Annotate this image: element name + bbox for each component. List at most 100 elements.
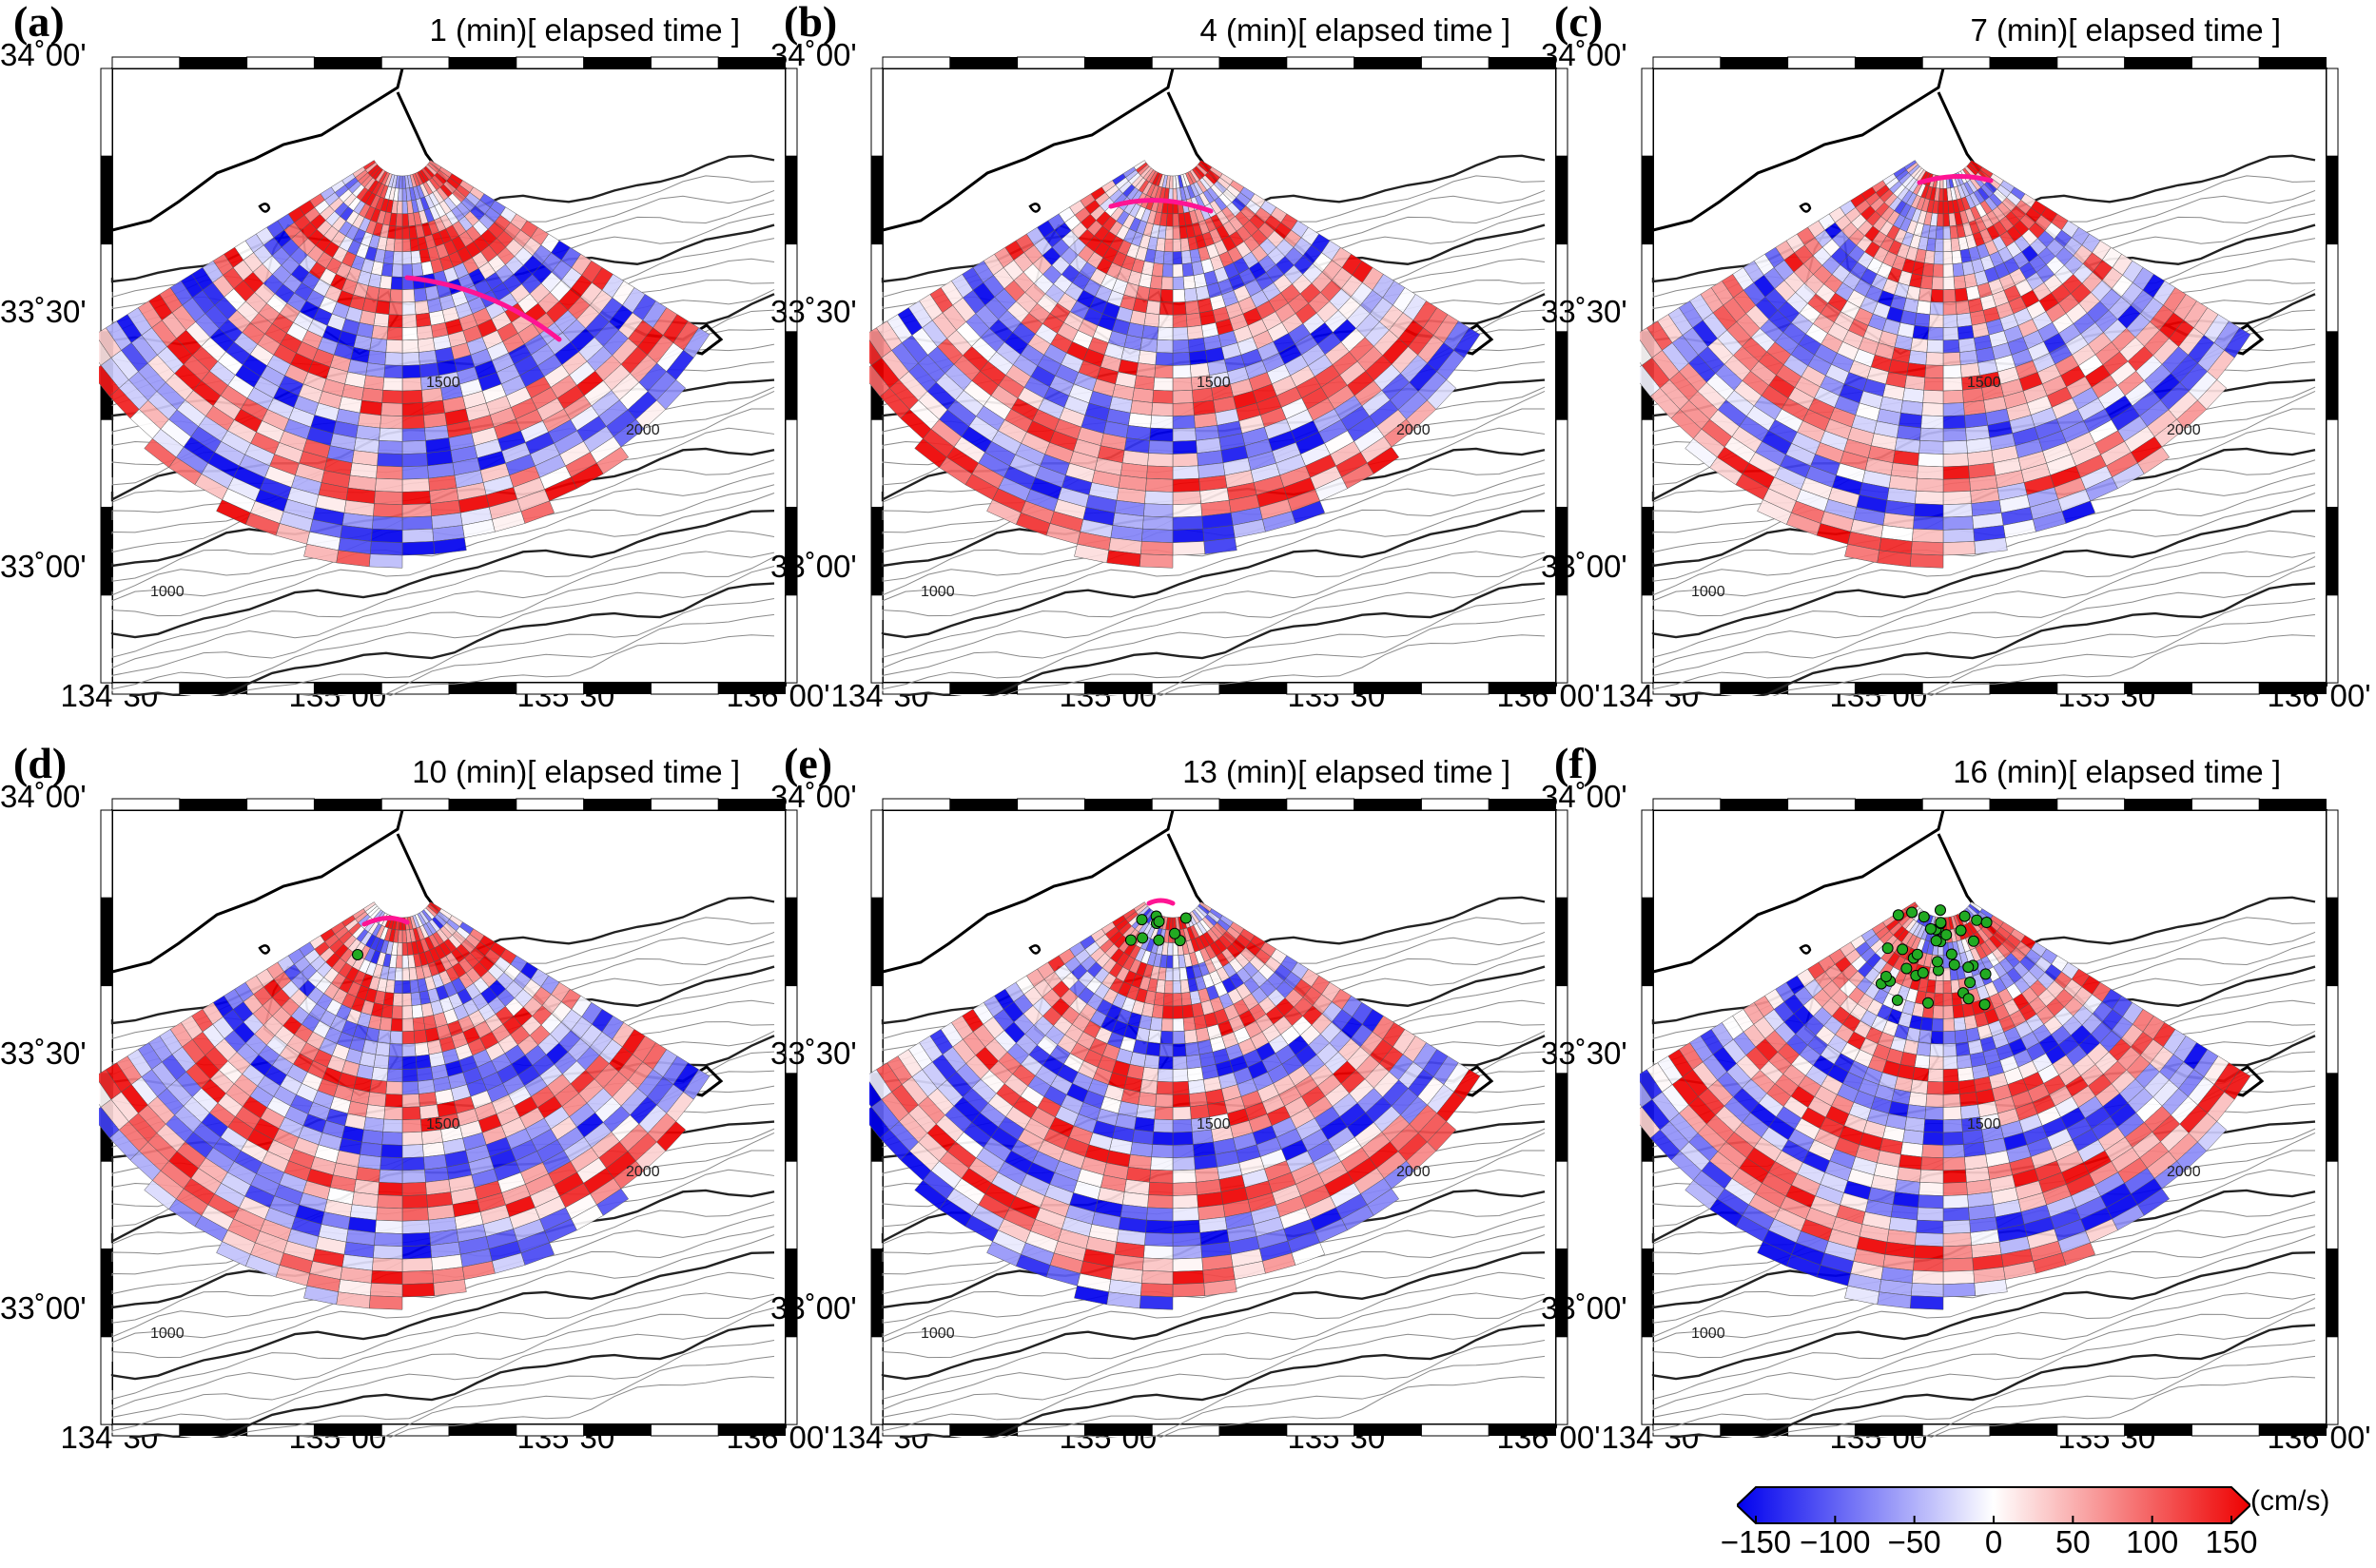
latitude-label: 34˚00' xyxy=(770,779,857,814)
latitude-label: 33˚30' xyxy=(770,294,857,329)
latitude-label: 34˚00' xyxy=(1541,37,1627,72)
coastline-west xyxy=(111,68,404,232)
observation-dot xyxy=(1911,948,1923,960)
radar-velocity-fan xyxy=(1640,160,2251,569)
map-panel: (c) 7 (min)[ elapsed time ] 34˚00' 33˚30' 33… xyxy=(1541,0,2371,751)
contour-label: 1000 xyxy=(150,1326,185,1342)
observation-dot xyxy=(1897,943,1909,956)
radar-map: 1500 2000 1000 xyxy=(1640,798,2339,1438)
contour-label: 2000 xyxy=(1396,422,1431,438)
contour-label: 1000 xyxy=(921,584,955,600)
observation-dot xyxy=(1948,958,1960,971)
observation-dot xyxy=(1962,961,1975,974)
map-panel: (b) 4 (min)[ elapsed time ] 34˚00' 33˚30' 33… xyxy=(770,0,1601,751)
radar-velocity-fan xyxy=(869,901,1481,1310)
latitude-label: 33˚00' xyxy=(1541,1290,1627,1326)
latitude-label: 33˚00' xyxy=(770,549,857,584)
observation-dot xyxy=(352,949,363,960)
observation-dot xyxy=(1137,932,1149,944)
map-panel: (a) 1 (min)[ elapsed time ] 34˚00' 33˚30' 33… xyxy=(0,0,830,751)
elapsed-time-label: 4 (min)[ elapsed time ] xyxy=(1199,12,1510,48)
contour-label: 1500 xyxy=(1967,1116,2001,1132)
radar-velocity-fan xyxy=(869,160,1481,569)
observation-dot xyxy=(1881,942,1894,955)
latitude-label: 33˚30' xyxy=(0,1036,87,1071)
colorbar-tick-label: −100 xyxy=(1800,1524,1871,1559)
observation-dot xyxy=(1891,994,1903,1006)
latitude-label: 33˚00' xyxy=(770,1290,857,1326)
observation-dot xyxy=(1136,914,1148,926)
coastline-west xyxy=(1652,809,1945,974)
radar-map: 1500 2000 1000 xyxy=(99,798,798,1438)
latitude-label: 33˚00' xyxy=(0,549,87,584)
contour-label: 1500 xyxy=(1197,1116,1231,1132)
observation-dot xyxy=(1153,916,1165,928)
latitude-label: 33˚30' xyxy=(770,1036,857,1071)
map-panel: (d) 10 (min)[ elapsed time ] 34˚00' 33˚30' 3… xyxy=(0,739,830,1493)
contour-label: 1000 xyxy=(150,584,185,600)
colorbar-tick-label: −150 xyxy=(1720,1524,1792,1559)
coastline-west xyxy=(111,809,404,974)
panel-label: (b) xyxy=(784,0,838,46)
observation-dot xyxy=(1924,922,1937,935)
contour-label: 1500 xyxy=(426,375,460,391)
observation-dot xyxy=(1922,997,1935,1009)
observation-dot xyxy=(1917,967,1929,979)
colorbar-tick-label: 150 xyxy=(2205,1524,2258,1559)
island-outline xyxy=(258,203,271,213)
observation-dot xyxy=(1980,917,1993,929)
radar-map: 1500 2000 1000 xyxy=(99,56,798,696)
map-border-ticks xyxy=(100,56,798,695)
observation-dot xyxy=(1958,910,1971,922)
map-border-ticks xyxy=(870,798,1568,1437)
colorbar-unit: (cm/s) xyxy=(2250,1485,2330,1517)
elapsed-time-label: 7 (min)[ elapsed time ] xyxy=(1970,12,2281,48)
island-outline xyxy=(1799,203,1812,213)
radar-map: 1500 2000 1000 xyxy=(869,798,1568,1438)
latitude-label: 34˚00' xyxy=(0,37,87,72)
observation-dot xyxy=(1962,993,1975,1005)
radar-velocity-fan xyxy=(99,901,711,1310)
observation-dot xyxy=(1879,970,1892,982)
panel-label: (d) xyxy=(13,739,68,787)
island-outline xyxy=(1028,203,1042,213)
observation-dot xyxy=(1124,934,1137,946)
latitude-label: 34˚00' xyxy=(1541,779,1627,814)
latitude-label: 33˚30' xyxy=(0,294,87,329)
observation-dot xyxy=(1979,968,1992,980)
latitude-label: 33˚30' xyxy=(1541,294,1627,329)
observation-dot xyxy=(1934,904,1946,917)
observation-dot xyxy=(1179,912,1192,924)
latitude-label: 33˚00' xyxy=(1541,549,1627,584)
elapsed-time-label: 1 (min)[ elapsed time ] xyxy=(429,12,740,48)
contour-label: 1000 xyxy=(1691,1326,1725,1342)
island-outline xyxy=(258,944,271,955)
observation-dot xyxy=(1940,929,1953,941)
observation-dot xyxy=(1906,906,1918,919)
latitude-label: 33˚30' xyxy=(1541,1036,1627,1071)
observation-dot xyxy=(1955,924,1967,937)
elapsed-time-label: 10 (min)[ elapsed time ] xyxy=(412,754,740,789)
front-line xyxy=(1108,198,1214,214)
map-panel: (f) 16 (min)[ elapsed time ] 34˚00' 33˚30' 3… xyxy=(1541,742,2371,1493)
observation-dot xyxy=(1978,998,1991,1011)
front-line xyxy=(404,275,562,342)
contour-label: 2000 xyxy=(2167,422,2201,438)
observation-dot xyxy=(1945,948,1957,960)
contour-label: 2000 xyxy=(626,422,660,438)
contour-label: 1500 xyxy=(1967,375,2001,391)
contour-label: 1500 xyxy=(1197,375,1231,391)
colorbar-tick-label: −50 xyxy=(1887,1524,1941,1559)
observation-dot xyxy=(1935,917,1947,929)
coastline-west xyxy=(1652,68,1945,232)
observation-dot xyxy=(1918,911,1930,923)
colorbar-tick-label: 100 xyxy=(2126,1524,2179,1559)
map-border-ticks xyxy=(100,798,798,1437)
map-border-ticks xyxy=(1641,56,2339,695)
observation-dot xyxy=(1900,962,1913,975)
latitude-label: 33˚00' xyxy=(0,1290,87,1326)
island-outline xyxy=(1799,944,1812,955)
observation-dot xyxy=(1892,909,1904,921)
colorbar: (cm/s) −150 −100 −50 0 50 100 150 xyxy=(1721,1485,2376,1568)
front-line xyxy=(1146,898,1176,906)
